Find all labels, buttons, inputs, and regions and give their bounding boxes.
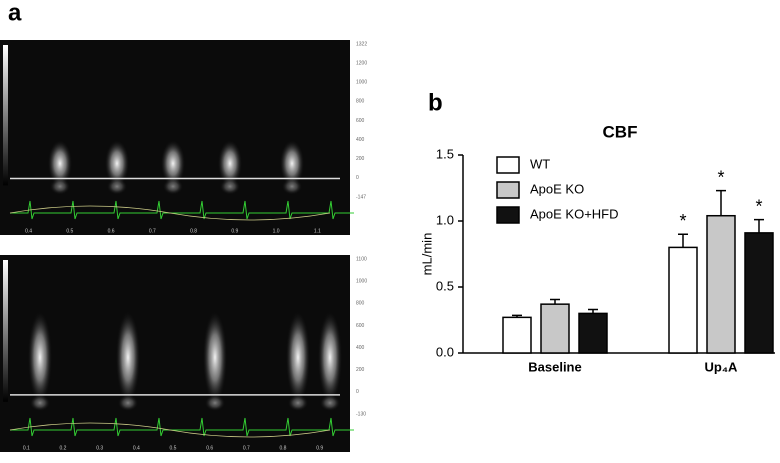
time-label: 1.0: [273, 228, 280, 234]
time-label: 0.9: [231, 228, 238, 234]
legend-label: ApoE KO+HFD: [530, 206, 619, 221]
time-label: 1.1: [314, 228, 321, 234]
time-label: 0.8: [190, 228, 197, 234]
scale-label: 200: [356, 367, 365, 373]
y-tick-label: 0.5: [436, 278, 454, 293]
doppler-signal: [161, 140, 185, 187]
legend-label: WT: [530, 156, 550, 171]
time-label: 0.7: [149, 228, 156, 234]
scale-label: 1322: [356, 41, 367, 47]
gray-scale-bar: [3, 45, 8, 186]
legend-swatch: [496, 156, 520, 174]
doppler-signal: [280, 140, 304, 187]
time-label: 0.4: [133, 445, 140, 451]
bar: [668, 246, 698, 354]
doppler-signal: [288, 394, 308, 411]
legend-swatch: [496, 206, 520, 224]
scale-label: 1000: [356, 278, 367, 284]
doppler-signal: [286, 311, 310, 403]
scale-label: -147: [356, 194, 366, 200]
doppler-signal: [118, 394, 138, 411]
scale-label: 800: [356, 99, 365, 105]
significance-marker: *: [755, 196, 762, 216]
chart-title: CBF: [603, 122, 638, 141]
doppler-signal: [107, 178, 127, 195]
legend-swatch: [496, 181, 520, 199]
doppler-signal: [282, 178, 302, 195]
doppler-signal: [205, 394, 225, 411]
resp-trace: [9, 205, 331, 221]
scale-label: 1000: [356, 80, 367, 86]
scale-label: 1200: [356, 60, 367, 66]
scale-label: 600: [356, 118, 365, 124]
scale-label: 400: [356, 137, 365, 143]
doppler-signal: [163, 178, 183, 195]
time-label: 0.6: [206, 445, 213, 451]
ecg-trace: [10, 200, 354, 220]
doppler-signal: [116, 311, 140, 403]
doppler-signal: [105, 140, 129, 187]
bar: [540, 303, 570, 354]
scale-label: -130: [356, 411, 366, 417]
y-axis-label: mL/min: [419, 233, 434, 276]
time-label: 0.6: [108, 228, 115, 234]
scale-label: 0: [356, 389, 359, 395]
doppler-signal: [220, 178, 240, 195]
doppler-signal: [203, 311, 227, 403]
bar: [706, 214, 736, 354]
ultrasound-image: [0, 40, 350, 235]
doppler-signal: [218, 140, 242, 187]
scale-label: 0: [356, 175, 359, 181]
y-tick-label: 0.0: [436, 344, 454, 359]
doppler-signal: [30, 394, 50, 411]
x-tick-label: Up₄A: [705, 359, 739, 374]
doppler-signal: [48, 140, 72, 187]
ecg-trace: [10, 417, 354, 437]
error-bar: [550, 298, 560, 305]
scale-label: 200: [356, 156, 365, 162]
gray-scale-bar: [3, 260, 8, 402]
scale-label: 800: [356, 301, 365, 307]
time-label: 0.3: [96, 445, 103, 451]
x-tick-label: Baseline: [528, 359, 581, 374]
time-label: 0.4: [25, 228, 32, 234]
legend-label: ApoE KO: [530, 181, 584, 196]
bar: [744, 232, 774, 354]
doppler-signal: [50, 178, 70, 195]
time-label: 0.5: [66, 228, 73, 234]
time-label: 0.5: [170, 445, 177, 451]
y-tick-label: 1.0: [436, 212, 454, 227]
resp-trace: [9, 422, 331, 438]
bar: [578, 312, 608, 354]
panel-label: a: [8, 0, 22, 26]
significance-marker: *: [717, 167, 724, 187]
doppler-signal: [320, 394, 340, 411]
bar: [502, 316, 532, 354]
error-bar: [678, 233, 688, 248]
error-bar: [716, 189, 726, 216]
panel-label: b: [428, 89, 443, 116]
time-label: 0.8: [280, 445, 287, 451]
significance-marker: *: [679, 211, 686, 231]
time-label: 0.1: [23, 445, 30, 451]
doppler-signal: [318, 311, 342, 403]
error-bar: [754, 218, 764, 233]
time-label: 0.9: [316, 445, 323, 451]
doppler-signal: [28, 311, 52, 403]
y-tick-label: 1.5: [436, 146, 454, 161]
scale-label: 1100: [356, 256, 367, 262]
time-label: 0.7: [243, 445, 250, 451]
scale-label: 600: [356, 323, 365, 329]
time-label: 0.2: [60, 445, 67, 451]
scale-label: 400: [356, 345, 365, 351]
